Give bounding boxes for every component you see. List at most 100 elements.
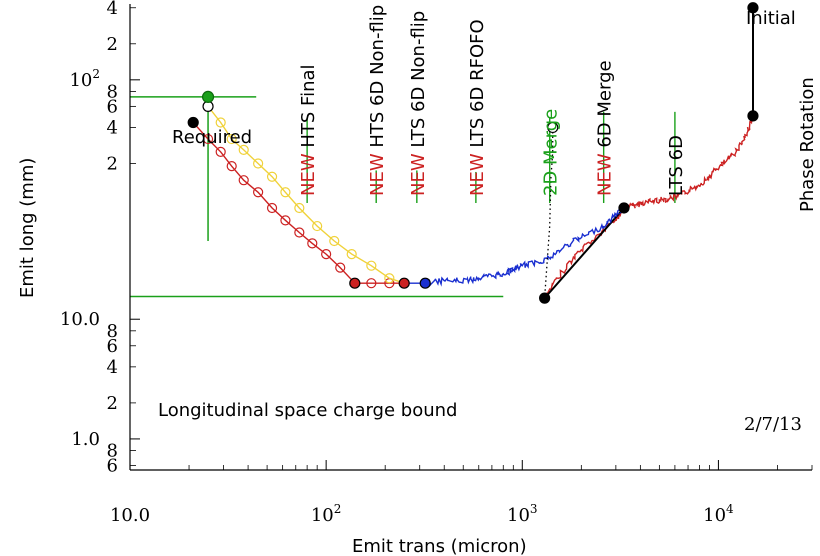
series-6-point-9 — [307, 238, 318, 249]
x-tick-label-2: 103 — [507, 502, 538, 526]
y-minor-tick-label-10: 8 — [107, 441, 118, 462]
y-minor-tick-label-3: 6 — [107, 96, 118, 117]
lsc-bound-annotation: Longitudinal space charge bound — [158, 400, 457, 421]
date-stamp: 2/7/13 — [744, 414, 802, 435]
marker-1 — [747, 110, 759, 122]
y-minor-tick-label-11: 6 — [107, 455, 118, 476]
series-7-point-3 — [238, 144, 249, 155]
y-minor-tick-label-2: 8 — [107, 81, 118, 102]
x-tick-sup-3: 4 — [726, 502, 734, 516]
phase-rotation-annotation: Phase Rotation — [797, 77, 818, 212]
stage-label-text-2: LTS 6D Non-flip — [408, 11, 429, 148]
axes-layer — [129, 4, 812, 471]
marker-6 — [349, 277, 361, 289]
series-7-point-4 — [253, 158, 264, 169]
y-tick-label-1: 10.0 — [60, 309, 100, 330]
y-tick-label-0: 102 — [69, 67, 100, 91]
series-7-point-6 — [280, 187, 291, 198]
marker-0 — [747, 2, 759, 14]
series-7-point-2 — [226, 133, 237, 145]
y-axis-label: Emit long (mm) — [17, 158, 38, 298]
x-tick-label-0: 10.0 — [110, 505, 150, 526]
x-tick-label-3: 104 — [703, 502, 734, 526]
stage-label-3: NEW LTS 6D RFOFO — [467, 19, 488, 196]
y-tick-sup-0: 2 — [92, 67, 100, 81]
stage-label-1: NEW HTS 6D Non-flip — [367, 5, 388, 196]
series-7-point-5 — [266, 171, 278, 182]
x-tick-base-3: 10 — [703, 505, 726, 526]
x-tick-base-2: 10 — [507, 505, 530, 526]
series-line-6 — [192, 122, 405, 284]
series-7-point-12 — [384, 273, 395, 284]
stage-label-text-4: 2D Merge — [541, 109, 562, 196]
series-6-point-10 — [321, 248, 332, 260]
series-6-point-4 — [238, 175, 249, 186]
stage-label-2: NEW LTS 6D Non-flip — [408, 11, 429, 196]
stage-label-5: NEW 6D Merge — [595, 60, 616, 196]
x-tick-base-1: 10 — [311, 505, 334, 526]
series-7-point-9 — [329, 235, 340, 247]
y-tick-base-2: 1.0 — [71, 429, 100, 450]
marker-10 — [201, 90, 215, 104]
stage-label-text-0: HTS Final — [298, 64, 319, 147]
required-annotation: Required — [172, 127, 252, 148]
series-7-point-7 — [294, 202, 305, 214]
y-minor-tick-label-7: 6 — [107, 336, 118, 357]
series-6-point-7 — [280, 215, 291, 226]
y-tick-base-1: 10.0 — [60, 309, 100, 330]
series-6-point-13 — [366, 278, 377, 289]
series-6-point-11 — [335, 262, 346, 273]
series-6-point-2 — [215, 146, 226, 157]
series-6-point-5 — [253, 187, 264, 198]
y-minor-tick-label-8: 4 — [107, 357, 118, 378]
marker-9 — [547, 121, 559, 134]
stage-label-prefix-0: NEW — [298, 148, 319, 196]
x-tick-sup-2: 3 — [530, 502, 538, 516]
annotations-layer: Required Initial Phase Rotation Longitud… — [17, 8, 818, 556]
stage-label-text-6: LTS 6D — [666, 135, 687, 196]
y-minor-tick-label-5: 2 — [107, 153, 118, 174]
y-tick-base-0: 10 — [69, 70, 92, 91]
stage-label-prefix-2: NEW — [408, 148, 429, 196]
stage-label-0: NEW HTS Final — [298, 64, 319, 196]
series-6-point-6 — [266, 202, 278, 214]
series-line-2 — [543, 204, 625, 299]
x-tick-sup-1: 2 — [334, 502, 342, 516]
marker-5 — [398, 277, 410, 289]
stage-label-6: LTS 6D — [666, 135, 687, 196]
stage-label-4: 2D Merge — [541, 109, 562, 196]
y-minor-tick-label-4: 4 — [107, 117, 118, 138]
stage-label-prefix-1: NEW — [367, 148, 388, 196]
series-6-point-8 — [294, 227, 305, 238]
y-tick-label-2: 1.0 — [71, 429, 100, 450]
series-6-point-3 — [226, 161, 237, 172]
x-axis-label: Emit trans (micron) — [352, 536, 527, 556]
series-7-point-10 — [346, 248, 357, 260]
x-tick-base-0: 10.0 — [110, 505, 150, 526]
guides-layer — [130, 96, 504, 298]
initial-annotation: Initial — [746, 8, 796, 29]
series-7-point-8 — [312, 220, 323, 232]
marker-7 — [187, 116, 199, 129]
stage-label-text-3: LTS 6D RFOFO — [467, 19, 488, 147]
stage-lines-layer — [306, 111, 676, 203]
series-line-7 — [207, 105, 405, 284]
marker-3 — [539, 292, 551, 304]
series-6-point-1 — [202, 133, 214, 145]
y-minor-tick-label-0: 4 — [107, 0, 118, 19]
marker-4 — [419, 277, 431, 289]
stage-label-prefix-5: NEW — [595, 148, 616, 196]
markers-layer — [187, 2, 759, 304]
series-7-point-1 — [215, 117, 226, 128]
series-7-point-11 — [366, 260, 377, 271]
series-line-1 — [623, 114, 754, 212]
x-tick-label-1: 102 — [311, 502, 342, 526]
stage-label-text-5: 6D Merge — [595, 60, 616, 147]
series-line-8 — [543, 127, 554, 299]
series-line-4 — [424, 204, 625, 289]
y-minor-tick-label-6: 8 — [107, 321, 118, 342]
marker-2 — [618, 202, 630, 214]
